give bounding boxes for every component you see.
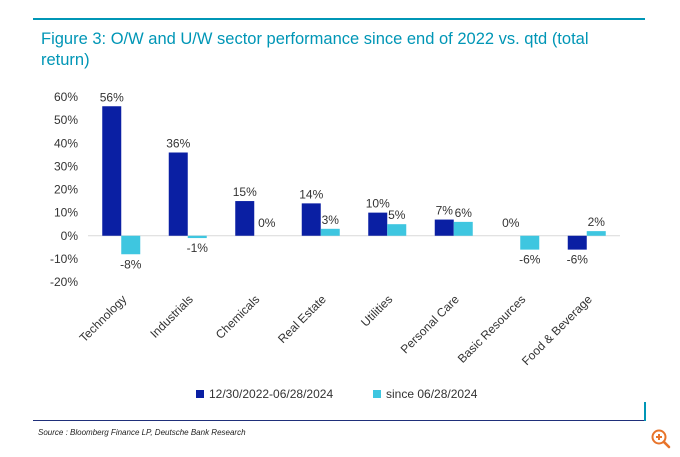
legend-swatch xyxy=(373,390,381,398)
data-label: 36% xyxy=(166,137,190,151)
y-tick-label: 50% xyxy=(54,113,78,127)
y-tick-label: -20% xyxy=(50,275,78,289)
bar-qtd xyxy=(320,228,340,236)
bar-qtd xyxy=(520,235,540,250)
legend-label: since 06/28/2024 xyxy=(386,387,478,401)
data-label: -1% xyxy=(187,241,209,255)
x-tick-label: Utilities xyxy=(358,292,395,329)
data-label: 2% xyxy=(588,215,606,229)
x-tick-label: Chemicals xyxy=(213,292,263,342)
y-tick-label: 10% xyxy=(54,206,78,220)
data-label: 15% xyxy=(233,185,257,199)
bar-qtd xyxy=(586,231,606,236)
bar-period xyxy=(235,201,255,236)
corner-rule xyxy=(644,402,646,421)
data-label: -8% xyxy=(120,257,142,271)
data-label: 5% xyxy=(388,208,406,222)
bar-qtd xyxy=(387,224,407,236)
zoom-in-icon[interactable] xyxy=(650,428,672,450)
y-tick-label: 40% xyxy=(54,136,78,150)
chart-title: Figure 3: O/W and U/W sector performance… xyxy=(41,30,589,69)
data-label: 6% xyxy=(455,206,473,220)
x-tick-label: Industrials xyxy=(147,292,196,341)
data-label: 56% xyxy=(100,90,124,104)
bottom-rule xyxy=(33,420,645,421)
x-tick-label: Food & Beverage xyxy=(519,292,595,368)
legend: 12/30/2022-06/28/2024 since 06/28/2024 xyxy=(196,387,478,401)
bar-period xyxy=(434,219,454,236)
data-label: 14% xyxy=(299,187,323,201)
bar-qtd xyxy=(121,235,141,255)
y-axis: 60% 50% 40% 30% 20% 10% 0% -10% -20% xyxy=(50,90,78,289)
x-tick-label: Personal Care xyxy=(398,292,462,356)
data-label: 10% xyxy=(366,197,390,211)
legend-swatch xyxy=(196,390,204,398)
y-tick-label: 0% xyxy=(61,229,79,243)
data-label: -6% xyxy=(567,253,589,267)
bar-period xyxy=(168,152,188,236)
y-tick-label: 30% xyxy=(54,159,78,173)
x-tick-label: Real Estate xyxy=(275,292,329,346)
y-tick-label: 20% xyxy=(54,183,78,197)
data-label: 3% xyxy=(322,213,340,227)
source-note: Source : Bloomberg Finance LP, Deutsche … xyxy=(38,428,246,437)
y-tick-label: -10% xyxy=(50,252,78,266)
data-label: 0% xyxy=(502,216,520,230)
y-tick-label: 60% xyxy=(54,90,78,104)
x-axis: Technology Industrials Chemicals Real Estat… xyxy=(77,292,596,368)
x-tick-label: Basic Resources xyxy=(455,292,529,366)
data-label: -6% xyxy=(519,253,541,267)
bar-period xyxy=(368,212,388,236)
bar-qtd xyxy=(453,221,473,236)
legend-label: 12/30/2022-06/28/2024 xyxy=(209,387,333,401)
bars xyxy=(102,106,606,255)
data-label: 0% xyxy=(258,216,276,230)
data-label: 7% xyxy=(436,204,454,218)
bar-qtd xyxy=(187,235,207,239)
top-rule xyxy=(33,18,645,20)
bar-period xyxy=(102,106,122,236)
bar-period xyxy=(301,203,321,236)
bar-period xyxy=(567,235,587,250)
data-labels: 56% -8% 36% -1% 15% 0% 14% 3% 10%5% 7% 6% 0% -6% -6% 2… xyxy=(100,90,606,271)
x-tick-label: Technology xyxy=(77,292,130,345)
